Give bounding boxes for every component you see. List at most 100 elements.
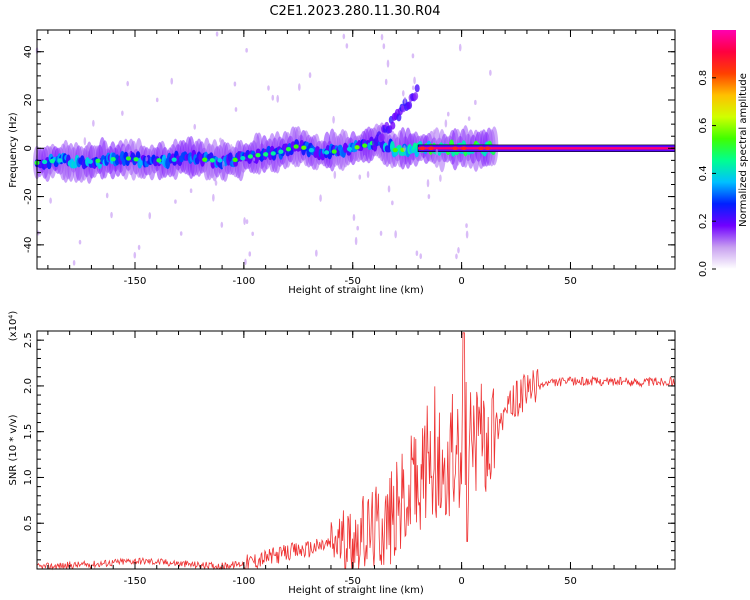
spectrogram-speckle <box>49 197 52 204</box>
spectrogram-x-axis-label: Height of straight line (km) <box>288 285 424 296</box>
spectrogram-x-ticks: -150 -100 -50 0 50 <box>47 30 659 287</box>
spectrogram-branch <box>407 101 413 110</box>
spectrogram-speckle <box>411 53 415 59</box>
spectrogram-speckle <box>133 251 137 259</box>
spectrogram-peak <box>419 146 426 151</box>
x-tick-label: -50 <box>345 576 361 587</box>
spectrogram-peak <box>247 154 253 159</box>
spectrogram-peak <box>308 148 314 153</box>
spectrogram-speckle <box>221 160 225 169</box>
spectrogram-speckle <box>83 137 87 146</box>
spectrogram-peak <box>452 146 459 151</box>
spectrogram-peak <box>428 146 435 151</box>
spectrogram-speckle <box>271 94 275 101</box>
spectrogram-speckle <box>433 129 436 135</box>
spectrogram-speckle <box>380 33 384 41</box>
spectrogram-speckle <box>315 249 318 257</box>
y-tick-label: 0.5 <box>23 515 34 531</box>
spectrogram-peak <box>255 152 261 158</box>
spectrogram-speckle <box>254 137 258 143</box>
spectrogram-peak <box>346 146 353 152</box>
spectrogram-speckle <box>394 230 397 239</box>
spectrogram-speckle <box>403 145 406 152</box>
snr-marks <box>36 332 676 571</box>
spectrogram-panel: -150 -100 -50 0 50 -40 -20 0 20 40 Height of str… <box>8 29 676 296</box>
spectrogram-speckle <box>297 130 301 136</box>
spectrogram-peak <box>240 155 246 161</box>
colorbar-tick-label: 0.0 <box>698 261 709 277</box>
colorbar-tick-label: 0.4 <box>698 165 709 181</box>
spectrogram-frame <box>36 29 676 270</box>
x-tick-label: -150 <box>124 576 147 587</box>
spectrogram-peak <box>232 157 238 163</box>
spectrogram-speckle <box>426 179 430 188</box>
x-tick-label: 0 <box>458 276 464 287</box>
spectrogram-speckle <box>474 99 477 106</box>
spectrogram-speckle <box>92 119 95 127</box>
spectrogram-peak <box>110 156 116 162</box>
spectrogram-speckle <box>342 33 346 40</box>
spectrogram-peak <box>301 145 307 150</box>
spectrogram-peak <box>484 146 491 151</box>
spectrogram-speckle <box>121 110 124 116</box>
snr-y-ticks: 0.5 1.0 1.5 2.0 2.5 <box>23 332 675 561</box>
snr-y-axis-label: SNR (10 * v/v) <box>8 414 19 485</box>
spectrogram-speckle <box>354 236 358 246</box>
spectrogram-speckle <box>215 31 219 37</box>
spectrogram-carrier-core <box>418 147 675 150</box>
y-tick-label: 40 <box>23 45 34 58</box>
spectrogram-speckle <box>411 85 415 91</box>
spectrogram-y-axis-label: Frequency (Hz) <box>8 112 19 188</box>
spectrogram-peak <box>270 151 276 156</box>
colorbar-label: Normalized spectral amplitude <box>738 73 749 227</box>
spectrogram-speckle <box>110 211 113 219</box>
snr-line <box>36 332 676 571</box>
spectrogram-speckle <box>427 194 431 199</box>
spectrogram-speckle <box>356 225 359 231</box>
spectrogram-branch <box>414 84 420 93</box>
spectrogram-speckle <box>155 97 159 103</box>
spectrogram-speckle <box>467 116 471 121</box>
x-tick-label: -50 <box>345 276 361 287</box>
y-tick-label: 0 <box>23 145 34 151</box>
spectrogram-speckle <box>386 59 390 68</box>
spectrogram-speckle <box>72 260 76 266</box>
chart-title: C2E1.2023.280.11.30.R04 <box>269 4 440 19</box>
x-tick-label: -100 <box>233 276 256 287</box>
spectrogram-y-ticks: -40 -20 0 20 40 <box>23 39 675 270</box>
spectrogram-peak <box>278 149 284 154</box>
spectrogram-speckle <box>439 174 442 182</box>
spectrogram-speckle <box>358 174 362 180</box>
y-tick-label: 2.5 <box>23 332 34 348</box>
spectrogram-peak <box>392 147 398 153</box>
spectrogram-peak <box>133 157 139 162</box>
y-tick-label: -40 <box>23 237 34 253</box>
spectrogram-speckle <box>446 111 450 117</box>
spectrogram-peak <box>156 158 162 163</box>
spectrogram-speckle <box>245 219 249 224</box>
spectrogram-speckle <box>435 148 439 156</box>
spectrogram-speckle <box>403 96 407 104</box>
snr-x-ticks: -150 -100 -50 0 50 <box>47 331 659 587</box>
y-tick-label: -20 <box>23 188 34 204</box>
spectrogram-speckle <box>332 115 335 124</box>
spectrogram-speckle <box>234 107 238 112</box>
spectrogram-speckle <box>245 48 248 53</box>
spectrogram-speckle <box>122 145 125 152</box>
spectrogram-speckle <box>384 78 388 86</box>
spectrogram-speckle <box>78 239 82 245</box>
spectrogram-speckle <box>401 90 405 97</box>
spectrogram-peak <box>171 157 177 162</box>
spectrogram-peak <box>362 143 368 148</box>
spectrogram-speckle <box>126 80 129 87</box>
spectrogram-speckle <box>366 170 370 179</box>
spectrogram-speckle <box>189 188 193 194</box>
colorbar-tick-label: 0.2 <box>698 213 709 229</box>
x-tick-label: -150 <box>124 276 147 287</box>
spectrogram-speckle <box>319 194 322 202</box>
spectrogram-speckle <box>276 94 279 103</box>
snr-panel: -150 -100 -50 0 50 0.5 1.0 1.5 2.0 2.5 Height of… <box>8 311 676 596</box>
spectrogram-peak <box>209 158 215 163</box>
snr-x-axis-label: Height of straight line (km) <box>288 585 424 596</box>
